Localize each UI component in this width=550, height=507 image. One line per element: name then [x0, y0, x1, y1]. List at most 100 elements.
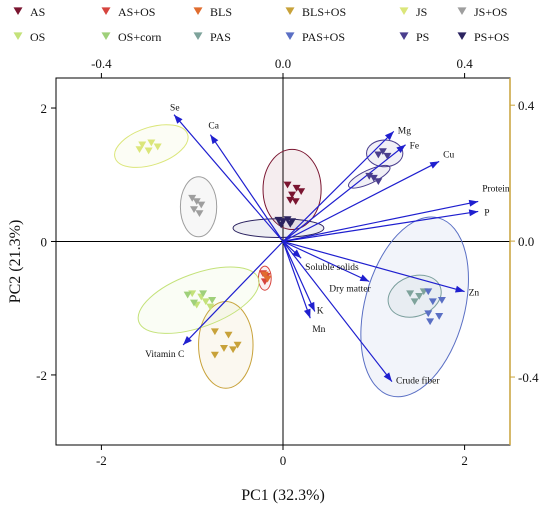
loading-label-k: K	[317, 307, 324, 317]
point-pas-2	[410, 298, 419, 306]
legend-item-js-os: JS+OS	[457, 5, 507, 19]
point-bls-os-3	[219, 345, 228, 352]
point-js-0	[138, 141, 147, 149]
loading-label-zn: Zn	[469, 289, 480, 299]
point-js-3	[135, 146, 144, 153]
legend-marker	[193, 7, 203, 16]
loading-arrow-protein	[282, 200, 479, 243]
ellipse-js-os	[179, 176, 218, 238]
loading-arrowhead-mn	[303, 308, 311, 319]
right-tick-label: 0.4	[518, 98, 535, 113]
legend-marker	[399, 7, 409, 16]
legend-marker	[13, 32, 23, 41]
point-js-2	[153, 143, 162, 151]
legend-label: OS	[30, 30, 45, 44]
point-as-5	[291, 198, 300, 206]
x-tick-label: -2	[96, 453, 107, 468]
loading-arrow-crude-fiber	[282, 241, 393, 382]
legend-item-ps-os: PS+OS	[457, 30, 509, 44]
legend-label: OS+corn	[118, 30, 161, 44]
loading-label-mg: Mg	[398, 126, 411, 136]
top-tick-label: 0.4	[456, 56, 473, 71]
loading-arrowhead-mg	[384, 131, 394, 141]
loading-label-vitamin-c: Vitamin C	[145, 350, 184, 360]
loading-label-fe: Fe	[410, 142, 420, 152]
top-tick-label: 0.0	[275, 56, 291, 71]
point-bls-os-0	[210, 328, 219, 336]
legend-label: PS+OS	[474, 30, 509, 44]
point-os-2	[201, 298, 210, 306]
legend-marker	[285, 7, 295, 16]
legend-item-bls: BLS	[193, 5, 232, 19]
loading-arrowhead-k	[307, 301, 315, 312]
point-js-os-1	[192, 198, 201, 206]
loading-arrow-ca	[209, 134, 284, 242]
loading-arrowhead-vitamin-c	[183, 336, 192, 345]
legend-marker	[457, 32, 467, 41]
ellipse-as	[262, 148, 322, 230]
left-axis: 2 0 -2	[36, 101, 56, 383]
sample-points	[135, 139, 446, 359]
y-tick-label: 2	[41, 101, 48, 116]
loading-arrow-vitamin-c	[182, 241, 284, 346]
legend-label: BLS	[210, 5, 232, 19]
point-as-1	[292, 184, 301, 192]
legend-label: AS	[30, 5, 45, 19]
legend-label: BLS+OS	[302, 5, 346, 19]
loading-arrowhead-protein	[468, 199, 479, 207]
loading-arrow-dry-matter	[282, 240, 370, 283]
point-js-os-2	[197, 201, 206, 209]
loading-arrowhead-se	[174, 114, 183, 124]
loading-label-dry-matter: Dry matter	[329, 285, 371, 295]
legend-item-pas: PAS	[193, 30, 231, 44]
legend-marker	[457, 7, 467, 16]
legend-marker	[13, 7, 23, 16]
point-pas-os-4	[435, 313, 444, 320]
x-tick-label: 2	[461, 453, 468, 468]
point-bls-os-1	[224, 331, 233, 339]
loading-arrow-cu	[282, 160, 440, 243]
point-pas-os-1	[428, 298, 437, 306]
loading-arrow-mn	[282, 241, 311, 319]
loading-arrow-zn	[282, 240, 465, 293]
legend-label: JS+OS	[474, 5, 507, 19]
legend-item-pas-os: PAS+OS	[285, 30, 345, 44]
y-axis-label: PC2 (21.3%)	[7, 220, 24, 304]
legend-label: PS	[416, 30, 429, 44]
legend-item-os-corn: OS+corn	[101, 30, 161, 44]
point-as-2	[288, 191, 297, 199]
point-as-0	[283, 181, 292, 189]
loading-arrowhead-soluble-solids	[292, 249, 302, 259]
legend-marker	[193, 32, 203, 41]
point-ps-0	[365, 172, 374, 180]
legend-label: PAS	[210, 30, 231, 44]
point-ps-1	[369, 174, 378, 182]
top-axis: -0.4 0.0 0.4	[91, 56, 473, 78]
loading-arrow-se	[173, 114, 284, 242]
point-os-corn-0	[183, 291, 192, 299]
point-pas-os-5	[426, 318, 435, 326]
legend-marker	[101, 32, 111, 41]
loading-label-crude-fiber: Crude fiber	[396, 376, 440, 387]
legend-label: AS+OS	[118, 5, 155, 19]
point-pas-os-3	[424, 310, 433, 318]
point-ps-3	[378, 148, 387, 155]
point-js-1	[147, 139, 156, 147]
x-axis-label: PC1 (32.3%)	[241, 487, 325, 504]
loading-label-protein: Protein	[482, 184, 510, 194]
loading-arrowhead-dry-matter	[359, 274, 370, 282]
loading-labels: Se Ca Mg Fe Cu Protein P Zn Dry matter Soluble so…	[145, 104, 510, 387]
right-axis: 0.4 0.0 -0.4	[509, 78, 539, 445]
point-bls-1	[263, 275, 272, 283]
bottom-axis: -2 0 2	[96, 445, 468, 468]
legend-item-js: JS	[399, 5, 427, 19]
legend-item-os: OS	[13, 30, 45, 44]
point-ps-5	[383, 152, 392, 160]
point-pas-1	[415, 292, 424, 300]
point-as-3	[297, 188, 306, 196]
legend-marker	[285, 32, 295, 41]
loading-arrowhead-ca	[210, 134, 219, 145]
right-tick-label: 0.0	[518, 234, 534, 249]
legend-marker	[399, 32, 409, 41]
